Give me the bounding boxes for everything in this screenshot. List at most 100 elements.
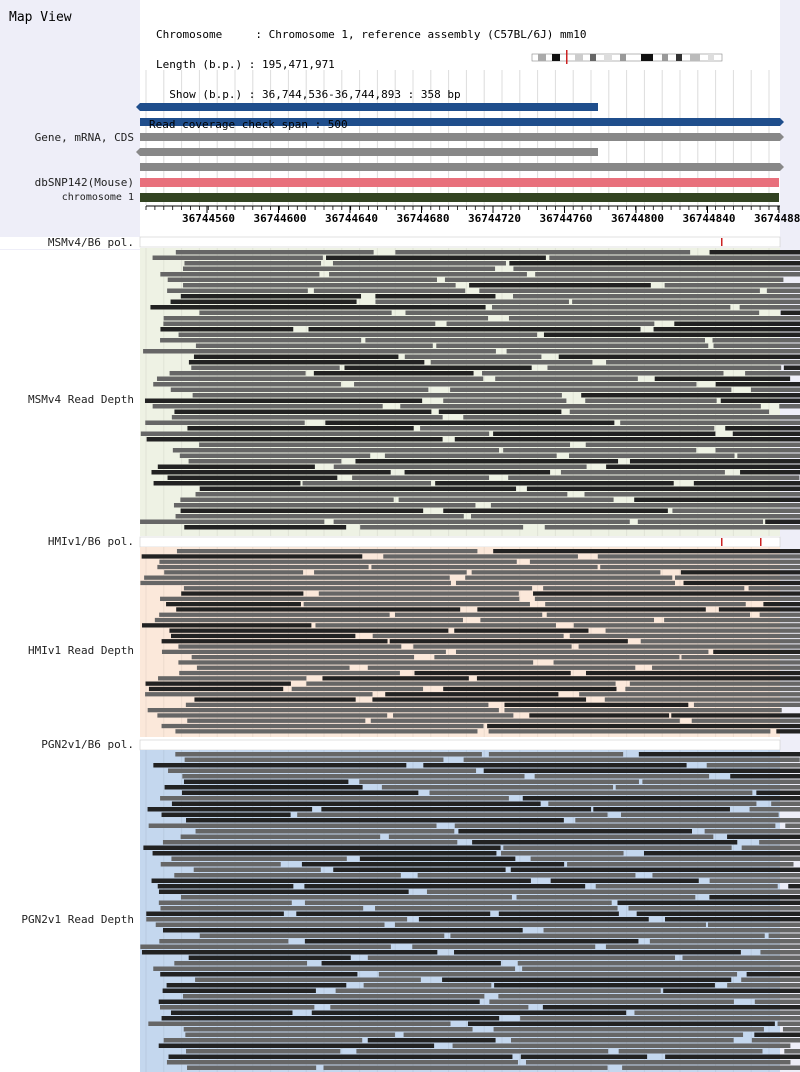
pgn-read xyxy=(148,823,437,828)
hmi-read xyxy=(371,564,598,570)
pgn-read xyxy=(359,779,639,784)
pgn-read xyxy=(394,922,706,927)
pgn-read xyxy=(147,807,313,812)
hmi-read xyxy=(389,639,628,644)
pgn-read xyxy=(356,1049,609,1054)
pgn-read xyxy=(186,1049,341,1054)
pgn-read xyxy=(605,944,800,949)
msm-read xyxy=(693,481,800,486)
msm-read xyxy=(547,365,782,370)
msm-read xyxy=(151,470,391,475)
pgn-read xyxy=(503,845,732,850)
hmi-read xyxy=(471,570,661,575)
pgn-read xyxy=(649,939,800,944)
msm-read xyxy=(725,426,800,431)
msm-read xyxy=(153,382,341,387)
hmi-read xyxy=(763,602,800,607)
hmi-read xyxy=(145,681,291,686)
msm-read xyxy=(398,497,614,502)
pgn-read xyxy=(363,983,492,988)
hmi-depth-label: HMIv1 Read Depth xyxy=(28,644,134,657)
pgn-read xyxy=(161,1016,500,1021)
pgn-read xyxy=(301,862,565,867)
hmi-read xyxy=(553,660,800,665)
hmi-read xyxy=(161,639,388,644)
pgn-read xyxy=(638,752,800,757)
pgn-read xyxy=(151,878,531,883)
msm-read xyxy=(471,514,800,519)
hmi-read xyxy=(141,554,363,559)
ideogram-band xyxy=(662,54,668,61)
msm-read xyxy=(191,365,340,370)
hmi-read xyxy=(604,697,800,702)
pgn-read xyxy=(166,983,347,988)
hmi-read xyxy=(314,570,467,575)
pgn-read xyxy=(158,999,480,1004)
pgn-read xyxy=(162,840,458,845)
hmi-read xyxy=(145,692,373,697)
pgn-read xyxy=(158,889,409,894)
ideogram-band xyxy=(575,54,583,61)
msm-read xyxy=(333,464,587,469)
msm-pol-label: MSMv4/B6 pol. xyxy=(47,236,134,249)
pgn-read xyxy=(188,955,351,960)
msm-read xyxy=(446,321,655,326)
pgn-read xyxy=(171,801,541,806)
pgn-read xyxy=(784,1049,800,1054)
pgn-read xyxy=(185,1032,395,1037)
pgn-read xyxy=(709,878,800,883)
pgn-read xyxy=(534,774,710,779)
pgn-read xyxy=(575,818,800,823)
msm-read xyxy=(160,327,294,332)
msm-read xyxy=(163,321,436,326)
pgn-read xyxy=(333,867,506,872)
hmi-read xyxy=(718,607,800,612)
hmi-read xyxy=(191,655,415,660)
axis-tick-label: 36744560 xyxy=(182,212,235,225)
msm-read xyxy=(585,442,800,447)
pgn-read xyxy=(412,944,596,949)
axis-tick-label: 36744840 xyxy=(682,212,736,225)
msm-read xyxy=(740,470,800,475)
msm-read xyxy=(490,503,800,508)
msm-read xyxy=(443,398,567,403)
pgn-read xyxy=(458,829,692,834)
msm-read xyxy=(395,250,691,255)
hmi-read xyxy=(159,559,517,564)
pgn-read xyxy=(760,950,800,955)
msm-read xyxy=(179,453,371,458)
msm-read xyxy=(513,294,800,299)
msm-read xyxy=(352,475,490,480)
hmi-read xyxy=(605,628,800,633)
pgn-read xyxy=(182,774,525,779)
hmi-read xyxy=(322,676,469,681)
pgn-read xyxy=(643,851,800,856)
msm-read xyxy=(712,338,800,343)
ideogram-position-marker xyxy=(566,50,568,64)
msm-read xyxy=(308,327,641,332)
ideogram-band xyxy=(620,54,626,61)
msm-read xyxy=(750,387,800,392)
show-line: Show (b.p.) : 36,744,536-36,744,893 : 35… xyxy=(156,88,461,101)
pgn-read xyxy=(622,1065,800,1070)
msm-read xyxy=(182,266,496,271)
hmi-read xyxy=(693,702,800,707)
pgn-read xyxy=(155,922,385,927)
hmi-read xyxy=(140,580,451,586)
pgn-read xyxy=(381,785,614,790)
pgn-read xyxy=(171,856,347,861)
pgn-depth-label: PGN2v1 Read Depth xyxy=(21,913,134,926)
hmi-read xyxy=(674,575,800,580)
msm-read xyxy=(560,470,725,475)
hmi-read xyxy=(629,681,800,686)
msm-read xyxy=(195,492,568,497)
axis-tick-label: 36744640 xyxy=(325,212,378,225)
pgn-read xyxy=(148,1021,451,1026)
pgn-read xyxy=(730,774,800,779)
msm-read xyxy=(543,332,800,337)
msm-read xyxy=(329,272,527,277)
pgn-read xyxy=(183,779,349,784)
position-axis xyxy=(145,205,780,213)
hmi-read xyxy=(176,549,478,554)
msm-read xyxy=(585,398,717,403)
